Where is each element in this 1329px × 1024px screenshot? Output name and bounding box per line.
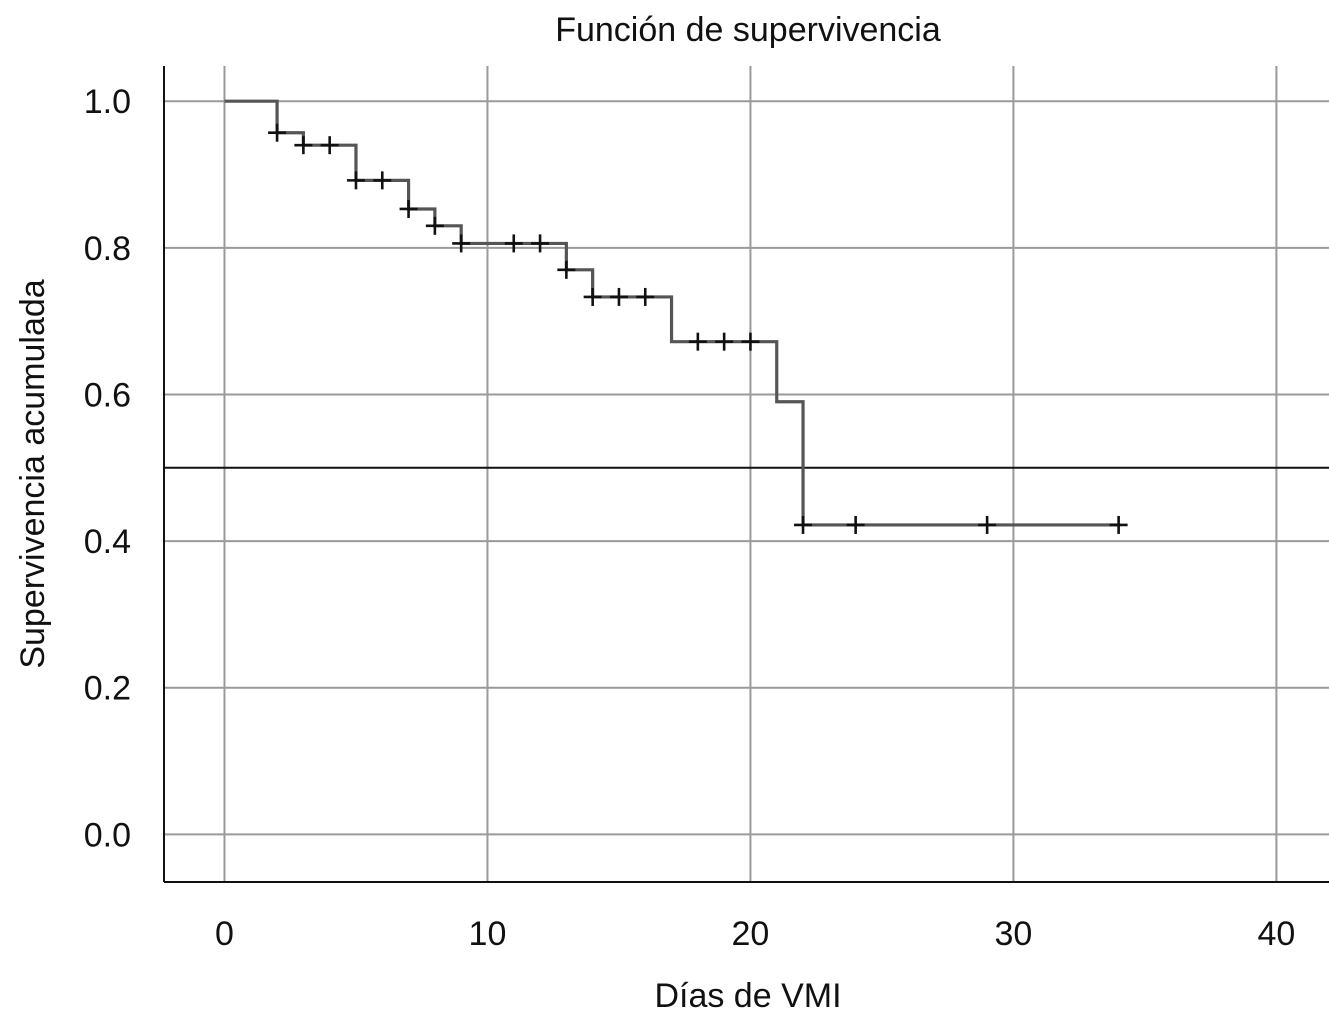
y-tick-label: 0.2 bbox=[84, 670, 131, 708]
censor-mark bbox=[1109, 515, 1128, 534]
x-tick-label: 20 bbox=[732, 915, 770, 953]
censor-mark bbox=[346, 171, 365, 190]
censor-mark bbox=[846, 515, 865, 534]
censor-mark bbox=[715, 332, 734, 351]
censor-mark bbox=[452, 234, 471, 253]
y-axis-label: Supervivencia acumulada bbox=[14, 279, 52, 668]
x-tick-label: 40 bbox=[1257, 915, 1295, 953]
axes bbox=[163, 66, 1329, 883]
chart-title: Función de supervivencia bbox=[555, 11, 941, 49]
y-tick-label: 0.0 bbox=[84, 816, 131, 854]
tick-labels: 0 10 20 30 40 0.0 0.2 0.4 0.6 0.8 1.0 bbox=[84, 83, 1296, 953]
x-tick-label: 10 bbox=[469, 915, 507, 953]
censor-mark bbox=[320, 136, 339, 155]
censor-mark bbox=[688, 332, 707, 351]
censor-mark bbox=[504, 234, 523, 253]
x-tick-label: 0 bbox=[215, 915, 234, 953]
x-tick-label: 30 bbox=[995, 915, 1033, 953]
censor-mark bbox=[557, 260, 576, 279]
censor-mark bbox=[399, 199, 418, 218]
censor-mark bbox=[978, 515, 997, 534]
series-group bbox=[224, 99, 1121, 527]
censor-mark bbox=[609, 287, 628, 306]
censor-mark bbox=[268, 123, 287, 142]
censor-mark bbox=[373, 171, 392, 190]
survival-step-line bbox=[224, 99, 1121, 527]
censor-mark bbox=[583, 287, 602, 306]
censor-mark bbox=[294, 136, 313, 155]
censor-marks bbox=[268, 123, 1128, 534]
y-tick-label: 0.6 bbox=[84, 376, 131, 414]
x-axis-label: Días de VMI bbox=[654, 977, 841, 1015]
censor-mark bbox=[636, 287, 655, 306]
y-tick-label: 0.4 bbox=[84, 523, 131, 561]
censor-mark bbox=[794, 515, 813, 534]
y-tick-label: 0.8 bbox=[84, 230, 131, 268]
y-tick-label: 1.0 bbox=[84, 83, 131, 121]
censor-mark bbox=[741, 332, 760, 351]
grid bbox=[164, 66, 1329, 882]
censor-mark bbox=[531, 234, 550, 253]
censor-mark bbox=[425, 216, 444, 235]
